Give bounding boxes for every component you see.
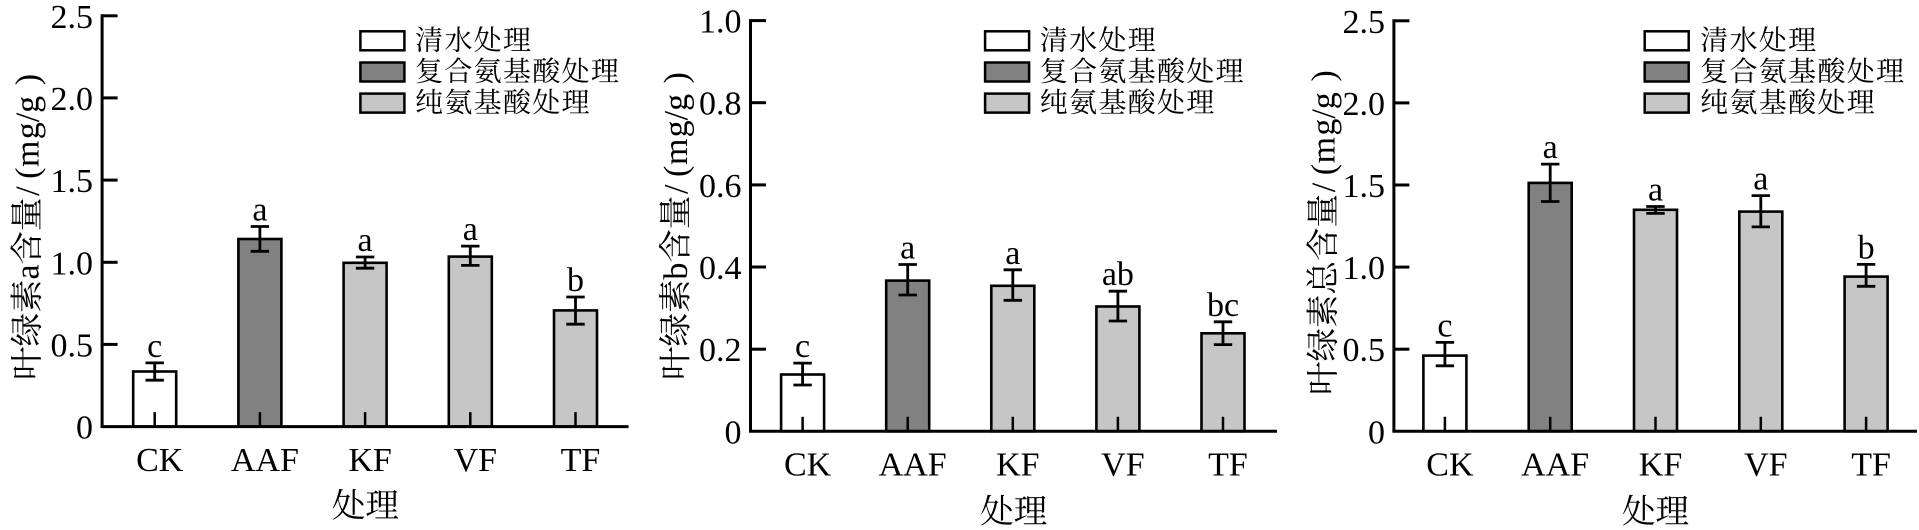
svg-text:c: c bbox=[147, 328, 162, 365]
svg-text:0.2: 0.2 bbox=[699, 332, 742, 369]
svg-text:TF: TF bbox=[1851, 447, 1891, 484]
svg-text:b: b bbox=[567, 262, 584, 299]
svg-text:1.5: 1.5 bbox=[51, 163, 94, 200]
svg-text:2.0: 2.0 bbox=[51, 81, 94, 118]
svg-text:ab: ab bbox=[1102, 256, 1134, 293]
svg-text:/: / bbox=[658, 184, 695, 194]
svg-text:(: ( bbox=[10, 168, 47, 179]
svg-text:/: / bbox=[10, 112, 47, 122]
svg-text:g: g bbox=[658, 120, 695, 137]
svg-text:c: c bbox=[1437, 307, 1452, 344]
svg-text:g: g bbox=[1306, 119, 1343, 136]
svg-text:0: 0 bbox=[1368, 414, 1385, 451]
svg-text:1.0: 1.0 bbox=[699, 4, 742, 41]
svg-text:a: a bbox=[1648, 172, 1663, 209]
svg-text:0: 0 bbox=[76, 410, 93, 447]
svg-text:g: g bbox=[658, 94, 695, 111]
svg-text:b: b bbox=[658, 263, 695, 280]
svg-text:AAF: AAF bbox=[1521, 447, 1589, 484]
svg-text:a: a bbox=[252, 192, 267, 229]
svg-text:0: 0 bbox=[725, 414, 742, 451]
svg-text:KF: KF bbox=[996, 447, 1039, 484]
svg-text:1.5: 1.5 bbox=[1343, 168, 1386, 205]
svg-text:): ) bbox=[1306, 70, 1343, 81]
svg-text:(: ( bbox=[658, 166, 695, 177]
svg-text:bc: bc bbox=[1207, 287, 1239, 324]
svg-text:/: / bbox=[1306, 109, 1343, 119]
svg-text:0.5: 0.5 bbox=[51, 327, 94, 364]
svg-text:TF: TF bbox=[561, 442, 601, 479]
svg-text:a: a bbox=[1543, 129, 1558, 166]
svg-text:/: / bbox=[10, 186, 47, 196]
svg-text:VF: VF bbox=[454, 442, 497, 479]
svg-text:/: / bbox=[658, 110, 695, 120]
svg-text:a: a bbox=[1005, 235, 1020, 272]
svg-text:AAF: AAF bbox=[879, 447, 947, 484]
svg-text:a: a bbox=[358, 222, 373, 259]
svg-text:a: a bbox=[463, 211, 478, 248]
svg-text:m: m bbox=[1306, 137, 1343, 163]
svg-text:2.5: 2.5 bbox=[1343, 4, 1386, 41]
svg-text:0.6: 0.6 bbox=[699, 168, 742, 205]
svg-text:CK: CK bbox=[1426, 447, 1474, 484]
svg-text:b: b bbox=[1858, 229, 1875, 266]
svg-text:g: g bbox=[10, 96, 47, 113]
svg-text:0.4: 0.4 bbox=[699, 250, 742, 287]
svg-text:(: ( bbox=[1306, 164, 1343, 175]
svg-text:1.0: 1.0 bbox=[51, 245, 94, 282]
svg-text:KF: KF bbox=[348, 442, 391, 479]
svg-text:a: a bbox=[1753, 161, 1768, 198]
svg-text:CK: CK bbox=[784, 447, 832, 484]
svg-text:c: c bbox=[795, 328, 810, 365]
svg-text:0.5: 0.5 bbox=[1343, 332, 1386, 369]
svg-text:2.5: 2.5 bbox=[51, 0, 94, 36]
svg-text:VF: VF bbox=[1101, 447, 1144, 484]
svg-text:TF: TF bbox=[1208, 447, 1248, 484]
svg-text:m: m bbox=[658, 139, 695, 165]
svg-text:AAF: AAF bbox=[231, 442, 299, 479]
svg-text:g: g bbox=[1306, 92, 1343, 109]
svg-text:): ) bbox=[10, 74, 47, 85]
svg-text:a: a bbox=[900, 230, 915, 267]
svg-text:VF: VF bbox=[1744, 447, 1787, 484]
svg-text:1.0: 1.0 bbox=[1343, 250, 1386, 287]
svg-text:): ) bbox=[658, 72, 695, 83]
svg-text:KF: KF bbox=[1639, 447, 1682, 484]
svg-text:a: a bbox=[10, 264, 47, 279]
svg-text:0.8: 0.8 bbox=[699, 86, 742, 123]
svg-text:/: / bbox=[1306, 182, 1343, 192]
svg-text:g: g bbox=[10, 122, 47, 139]
svg-text:2.0: 2.0 bbox=[1343, 86, 1386, 123]
svg-text:CK: CK bbox=[136, 442, 184, 479]
svg-text:m: m bbox=[10, 140, 47, 166]
